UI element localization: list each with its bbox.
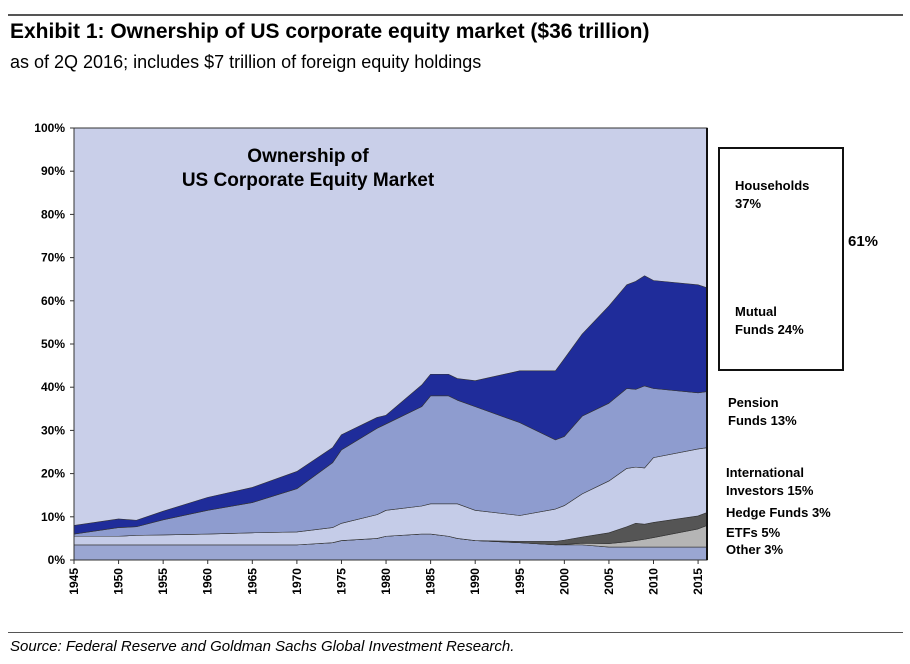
x-tick-label: 1970 [290, 568, 304, 595]
legend-households: 37% [735, 196, 761, 211]
exhibit-subtitle: as of 2Q 2016; includes $7 trillion of f… [10, 52, 482, 72]
legend-bracket-label: 61% [848, 233, 878, 250]
y-tick-label: 100% [34, 121, 65, 135]
x-tick-label: 1985 [424, 568, 438, 595]
y-tick-label: 0% [48, 553, 66, 567]
legend-hedge-funds: Hedge Funds 3% [726, 505, 831, 520]
legend-households: Households [735, 178, 809, 193]
ownership-area-chart: 0% 10% 20% 30% 40% 50% 60% 70% 80% 90% 100% 1945 195… [34, 121, 878, 595]
x-tick-label: 2015 [691, 568, 705, 595]
exhibit-title: Exhibit 1: Ownership of US corporate equ… [10, 20, 650, 43]
y-tick-label: 20% [41, 467, 65, 481]
x-tick-label: 1990 [468, 568, 482, 595]
legend-international-investors: Investors 15% [726, 483, 814, 498]
legend-other: Other 3% [726, 542, 784, 557]
x-tick-label: 2000 [557, 568, 571, 595]
y-tick-label: 30% [41, 423, 65, 437]
y-tick-label: 40% [41, 380, 65, 394]
y-tick-label: 90% [41, 164, 65, 178]
x-tick-label: 2005 [602, 568, 616, 595]
chart-title-line: US Corporate Equity Market [182, 170, 435, 191]
x-tick-label: 1975 [334, 568, 348, 595]
legend-mutual-funds: Mutual [735, 304, 777, 319]
x-tick-label: 2010 [647, 568, 661, 595]
y-tick-label: 80% [41, 207, 65, 221]
top-rule [8, 14, 903, 16]
x-tick-label: 1955 [156, 568, 170, 595]
x-tick-label: 1950 [112, 568, 126, 595]
legend-pension-funds: Funds 13% [728, 413, 797, 428]
legend-international-investors: International [726, 465, 804, 480]
chart-title-line: Ownership of [247, 146, 369, 167]
x-tick-label: 1945 [67, 568, 81, 595]
y-tick-label: 70% [41, 251, 65, 265]
bottom-rule [8, 632, 903, 633]
y-tick-label: 60% [41, 294, 65, 308]
x-tick-label: 1965 [245, 568, 259, 595]
x-tick-label: 1960 [201, 568, 215, 595]
legend-pension-funds: Pension [728, 395, 779, 410]
source-note: Source: Federal Reserve and Goldman Sach… [10, 638, 515, 655]
legend-etfs: ETFs 5% [726, 525, 781, 540]
legend-mutual-funds: Funds 24% [735, 322, 804, 337]
x-tick-label: 1980 [379, 568, 393, 595]
legend-bracket-box [718, 147, 844, 371]
y-tick-label: 10% [41, 510, 65, 524]
x-tick-label: 1995 [513, 568, 527, 595]
y-tick-label: 50% [41, 337, 65, 351]
